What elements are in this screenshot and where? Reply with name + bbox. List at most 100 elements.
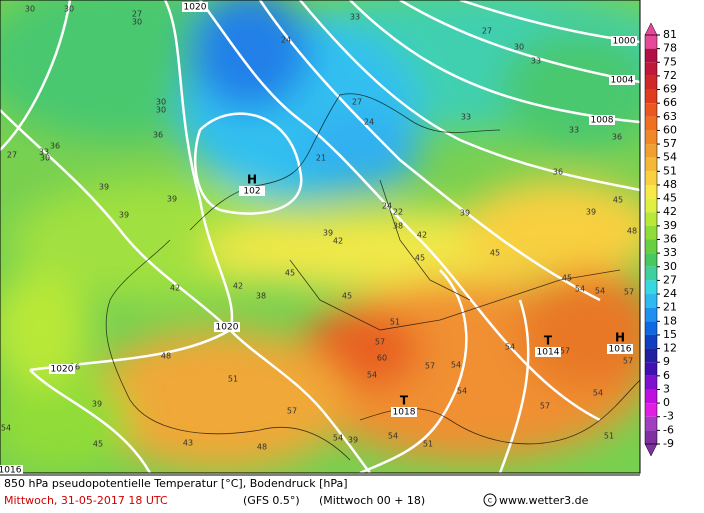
temperature-label: 33 xyxy=(461,113,471,122)
colorbar-cell xyxy=(645,416,657,431)
temperature-label: 36 xyxy=(553,168,563,177)
temperature-label: 39 xyxy=(348,436,358,445)
colorbar-cell xyxy=(645,266,657,281)
temperature-label: 39 xyxy=(323,229,333,238)
colorbar-tick-label: -3 xyxy=(663,410,674,423)
footer-run: (Mittwoch 00 + 18) xyxy=(319,494,425,507)
colorbar-cell xyxy=(645,116,657,131)
temperature-label: 54 xyxy=(388,432,398,441)
temperature-label: 45 xyxy=(562,274,572,283)
colorbar-tick-label: 42 xyxy=(663,205,677,218)
temperature-label: 42 xyxy=(333,237,343,246)
colorbar-cell xyxy=(645,157,657,172)
footer-model: (GFS 0.5°) xyxy=(243,494,300,507)
pressure-label: 1016 xyxy=(0,466,22,476)
pressure-label-box xyxy=(0,465,23,475)
colorbar-cell xyxy=(645,212,657,226)
colorbar-tick-label: 27 xyxy=(663,273,677,286)
pressure-label: 1020 xyxy=(184,3,207,13)
colorbar-tick-label: 24 xyxy=(663,287,677,300)
system-symbol: H xyxy=(247,173,257,187)
temperature-label: 45 xyxy=(285,269,295,278)
temperature-label: 24 xyxy=(281,36,291,45)
colorbar-cell xyxy=(645,253,657,267)
colorbar-cell xyxy=(645,403,657,417)
footer-date: Mittwoch, 31-05-2017 18 UTC xyxy=(4,494,168,507)
temperature-label: 30 xyxy=(156,98,166,107)
temperature-label: 24 xyxy=(364,118,374,127)
colorbar-tick-label: -9 xyxy=(663,437,674,450)
temperature-label: 57 xyxy=(425,362,435,371)
colorbar-cell xyxy=(645,430,657,444)
temperature-label: 22 xyxy=(393,208,403,217)
colorbar-tick-label: 51 xyxy=(663,164,677,177)
colorbar-tick-label: 57 xyxy=(663,137,677,150)
temperature-label: 42 xyxy=(417,231,427,240)
temperature-label: 30 xyxy=(132,18,142,27)
colorbar-cell xyxy=(645,103,657,117)
temperature-label: 39 xyxy=(460,209,470,218)
system-symbol: H xyxy=(615,331,625,345)
colorbar-tick-label: 0 xyxy=(663,396,670,409)
colorbar-tick-label: 78 xyxy=(663,42,677,55)
colorbar-cell xyxy=(645,307,657,322)
temperature-label: 38 xyxy=(256,292,266,301)
temperature-label: 30 xyxy=(40,154,50,163)
temperature-label: 27 xyxy=(352,98,362,107)
colorbar-tick-label: 75 xyxy=(663,55,677,68)
temperature-labels: 30 30273033273033303036363330273939392427… xyxy=(1,5,637,452)
system-pressure-box xyxy=(607,344,633,354)
colorbar-cell xyxy=(645,144,657,158)
colorbar-tick-label: 72 xyxy=(663,69,677,82)
temperature-label: 54 xyxy=(333,434,343,443)
colorbar-arrow-bottom xyxy=(644,443,658,457)
pressure-label-box xyxy=(609,75,635,85)
temperature-label: 27 xyxy=(7,151,17,160)
temperature-label: 45 xyxy=(342,292,352,301)
colorbar-cell xyxy=(645,130,657,145)
temperature-label: 33 xyxy=(39,148,49,157)
temperature-label: 30 xyxy=(514,43,524,52)
temperature-label: 39 xyxy=(99,183,109,192)
temperature-label: 57 xyxy=(624,288,634,297)
pressure-label: 1020 xyxy=(51,365,74,375)
temperature-label: 45 xyxy=(415,254,425,263)
colorbar-cell xyxy=(645,294,657,308)
pressure-label-box xyxy=(589,115,615,125)
temperature-label: 21 xyxy=(316,154,326,163)
copyright-icon xyxy=(483,493,497,507)
temperature-label: 57 xyxy=(540,402,550,411)
system-pressure: 1018 xyxy=(393,408,416,418)
system-symbol: T xyxy=(400,394,409,408)
colorbar-cell xyxy=(645,89,657,104)
temperature-label: 48 xyxy=(257,443,267,452)
colorbar-tick-label: 63 xyxy=(663,110,677,123)
temperature-label: 42 xyxy=(170,284,180,293)
system-pressure: 102 xyxy=(243,187,260,197)
temperature-label: 30 xyxy=(25,5,35,14)
temperature-label: 33 xyxy=(531,57,541,66)
temperature-label: 57 xyxy=(560,347,570,356)
temperature-label: 43 xyxy=(183,439,193,448)
temperature-label: 27 xyxy=(482,27,492,36)
colorbar-tick-label: 69 xyxy=(663,83,677,96)
temperature-label: 54 xyxy=(505,343,515,352)
temperature-label: 45 xyxy=(613,196,623,205)
colorbar-tick-label: 60 xyxy=(663,123,677,136)
pressure-label-box xyxy=(182,2,208,12)
colorbar-cell xyxy=(645,280,657,295)
temperature-label: 54 xyxy=(575,285,585,294)
temperature-label: 30 xyxy=(156,106,166,115)
colorbar-tick-label: 39 xyxy=(663,219,677,232)
temperature-label: 33 xyxy=(569,126,579,135)
colorbar-tick-label: 54 xyxy=(663,151,677,164)
colorbar-cell xyxy=(645,334,657,349)
map-frame xyxy=(0,0,641,474)
colorbar-tick-label: 81 xyxy=(663,28,677,41)
copyright-c: c xyxy=(488,496,492,505)
pressure-label: 1020 xyxy=(216,323,239,333)
temperature-label: 33 xyxy=(350,13,360,22)
colorbar-cell xyxy=(645,35,657,49)
colorbar-cell xyxy=(645,225,657,240)
